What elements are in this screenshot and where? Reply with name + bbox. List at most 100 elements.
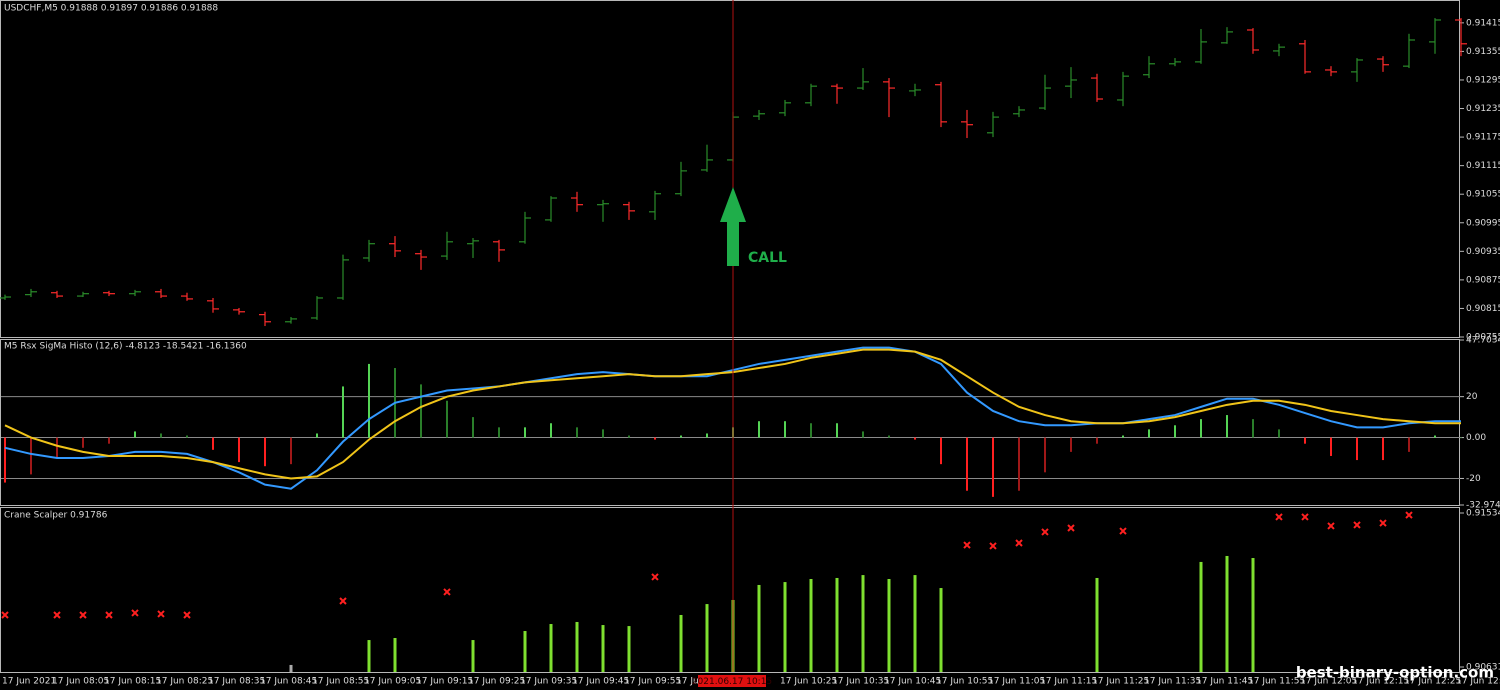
signal-marker	[1301, 513, 1309, 521]
histogram-bar	[4, 437, 6, 483]
signal-bar	[393, 638, 397, 672]
histogram-bar	[862, 431, 864, 438]
x-tick-label: 17 Jun 08:45	[260, 677, 317, 687]
y-tick-label: 47.7034	[1466, 336, 1500, 346]
signal-bar	[679, 614, 683, 672]
signal-marker	[651, 573, 659, 581]
price-pane-title: USDCHF,M5 0.91888 0.91897 0.91886 0.9188…	[4, 4, 218, 14]
histogram-bar	[1304, 437, 1306, 444]
x-tick-label: 17 Jun 09:15	[416, 677, 473, 687]
signal-bar	[1251, 558, 1255, 672]
histogram-bar	[1044, 437, 1046, 473]
y-tick-label: 20	[1466, 392, 1478, 402]
histogram-bar	[1356, 437, 1358, 461]
histogram-bar	[784, 421, 786, 438]
x-tick-label: 17 Jun 11:05	[988, 677, 1045, 687]
signal-marker	[131, 609, 139, 617]
histogram-bar	[1330, 437, 1332, 456]
x-tick-label: 17 Jun 11:15	[1040, 677, 1097, 687]
y-tick-label: -32.9744	[1466, 501, 1500, 511]
x-tick-label: 17 Jun 10:35	[832, 677, 889, 687]
x-tick-label: 17 Jun 11:35	[1144, 677, 1201, 687]
histogram-bar	[446, 400, 448, 438]
scalper-pane-frame	[0, 507, 1460, 673]
histogram-bar	[212, 437, 214, 450]
signal-bar	[757, 584, 761, 672]
y-tick-label: -20	[1466, 474, 1481, 484]
histogram-bar	[888, 435, 890, 438]
histogram-bar	[966, 437, 968, 491]
y-tick-label: 0.90995	[1466, 218, 1500, 228]
x-tick-label: 17 Jun 11:55	[1248, 677, 1305, 687]
signal-bar	[861, 575, 865, 672]
signal-marker	[1405, 511, 1413, 519]
histogram-bar	[1434, 435, 1436, 438]
signal-marker	[989, 542, 997, 550]
x-tick-label: 17 Jun 09:25	[468, 677, 525, 687]
signal-bar	[1225, 555, 1229, 672]
call-label: CALL	[748, 250, 787, 266]
histogram-bar	[420, 384, 422, 438]
signal-marker	[53, 611, 61, 619]
histogram-bar	[186, 435, 188, 438]
histogram-bar	[706, 433, 708, 438]
y-tick-label: 0.90935	[1466, 247, 1500, 257]
histogram-bar	[836, 423, 838, 438]
crosshair-time-box	[698, 675, 766, 687]
scalper-pane-title: Crane Scalper 0.91786	[4, 511, 108, 521]
signal-bar	[471, 640, 475, 672]
watermark: best-binary-option.com	[1296, 664, 1494, 682]
x-tick-label: 17 Jun 09:55	[624, 677, 681, 687]
signal-marker	[183, 611, 191, 619]
signal-marker	[157, 610, 165, 618]
histogram-bar	[680, 435, 682, 438]
x-tick-label: 17 Jun 11:25	[1092, 677, 1149, 687]
signal-bar	[367, 640, 371, 672]
x-tick-label: 17 Jun 08:05	[52, 677, 109, 687]
signal-marker	[1275, 513, 1283, 521]
y-tick-label: 0.91415	[1466, 18, 1500, 28]
oscillator-pane-title: M5 Rsx SigMa Histo (12,6) -4.8123 -18.54…	[4, 342, 247, 352]
y-tick-label: 0.91355	[1466, 47, 1500, 57]
histogram-bar	[810, 423, 812, 438]
y-tick-label: 0.00	[1466, 433, 1486, 443]
histogram-bar	[82, 437, 84, 448]
histogram-bar	[940, 437, 942, 465]
histogram-bar	[160, 433, 162, 438]
histogram-bar	[290, 437, 292, 465]
x-tick-label: 17 Jun 12:15	[1352, 677, 1409, 687]
signal-marker	[1, 611, 9, 619]
x-tick-label: 17 Jun 11:45	[1196, 677, 1253, 687]
signal-bar	[809, 579, 813, 672]
signal-marker	[105, 611, 113, 619]
x-tick-label: 17 Jun 10:55	[936, 677, 993, 687]
x-tick-label: 17 Jun 09:05	[364, 677, 421, 687]
y-tick-label: 0.91055	[1466, 190, 1500, 200]
histogram-bar	[992, 437, 994, 497]
histogram-bar	[238, 437, 240, 463]
histogram-bar	[134, 431, 136, 438]
histogram-bar	[1252, 419, 1254, 438]
signal-bar	[627, 626, 631, 672]
signal-bar	[575, 621, 579, 672]
histogram-bar	[654, 437, 656, 440]
signal-bar	[887, 579, 891, 672]
signal-bar	[1199, 561, 1203, 672]
x-tick-label: 17 Jun 09:45	[572, 677, 629, 687]
signal-bar	[913, 575, 917, 672]
signal-bar	[705, 604, 709, 672]
histogram-bar	[1382, 437, 1384, 461]
histogram-bar	[1148, 429, 1150, 438]
signal-bar	[601, 625, 605, 672]
call-arrow	[720, 187, 746, 266]
histogram-bar	[1408, 437, 1410, 452]
x-tick-label: 17 Jun 08:35	[208, 677, 265, 687]
histogram-bar	[602, 429, 604, 438]
histogram-bar	[1278, 429, 1280, 438]
histogram-bar	[342, 386, 344, 438]
signal-marker	[1015, 539, 1023, 547]
x-tick-label: 17 Jun 12:05	[1300, 677, 1357, 687]
signal-bar	[939, 588, 943, 672]
signal-marker	[79, 611, 87, 619]
